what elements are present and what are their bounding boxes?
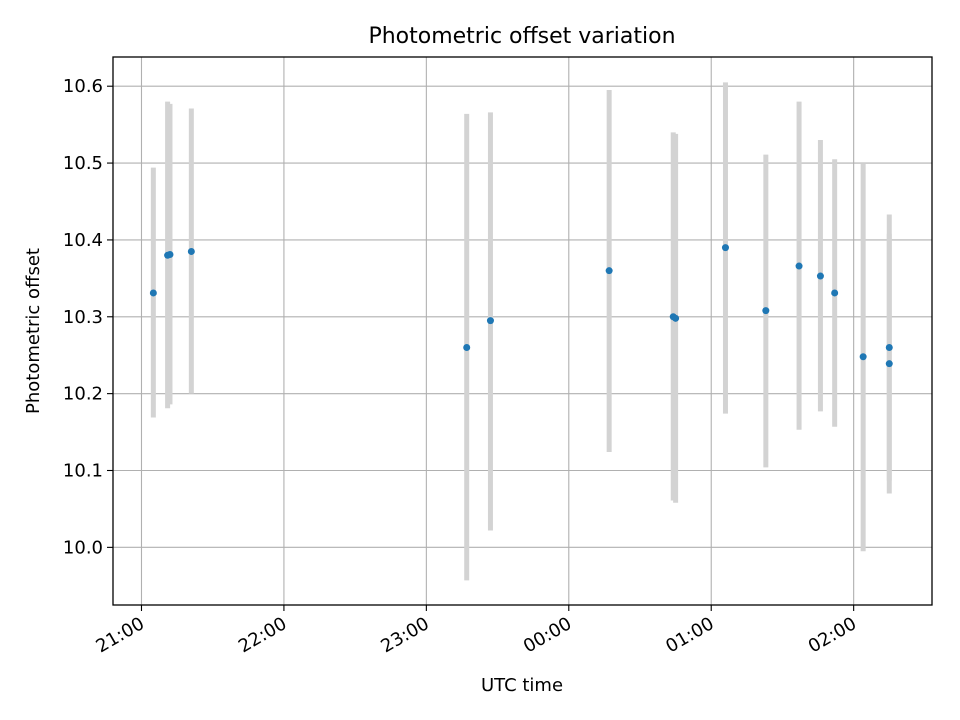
data-point bbox=[605, 267, 613, 275]
data-point bbox=[166, 251, 174, 259]
data-point bbox=[885, 344, 893, 352]
data-point bbox=[885, 360, 893, 368]
data-point bbox=[463, 344, 471, 352]
data-point bbox=[816, 272, 824, 280]
data-point bbox=[721, 244, 729, 252]
y-tick-label: 10.6 bbox=[63, 76, 103, 97]
data-point bbox=[149, 289, 157, 297]
grid bbox=[113, 57, 932, 605]
data-point bbox=[795, 262, 803, 270]
y-tick-label: 10.0 bbox=[63, 537, 103, 558]
data-point bbox=[859, 353, 867, 361]
plot-frame bbox=[112, 56, 933, 606]
y-tick-label: 10.4 bbox=[63, 230, 103, 251]
data-point bbox=[187, 247, 195, 255]
y-axis-label: Photometric offset bbox=[23, 248, 44, 414]
x-axis-label: UTC time bbox=[481, 675, 563, 696]
y-tick-label: 10.1 bbox=[63, 460, 103, 481]
y-tick-label: 10.5 bbox=[63, 153, 103, 174]
data-point bbox=[831, 289, 839, 297]
y-axis: 10.0 10.1 10.2 10.3 10.4 10.5 10.6 bbox=[63, 76, 113, 558]
y-tick-label: 10.3 bbox=[63, 307, 103, 328]
data-point bbox=[762, 307, 770, 315]
chart-title: Photometric offset variation bbox=[368, 24, 675, 49]
data-markers bbox=[149, 244, 893, 368]
data-point bbox=[672, 314, 680, 322]
y-tick-label: 10.2 bbox=[63, 384, 103, 405]
data-point bbox=[486, 317, 494, 325]
